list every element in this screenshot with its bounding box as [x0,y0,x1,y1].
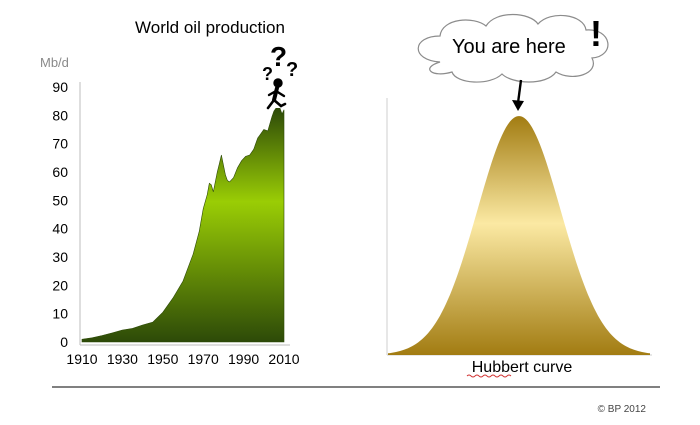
you-are-here-text: You are here [452,36,566,58]
y-axis-unit-label: Mb/d [40,55,69,70]
oil-production-chart: World oil production Mb/d 0 10 20 30 40 50 60 7… [40,18,300,367]
y-tick-label-20: 20 [52,277,68,293]
x-tick-label-1910: 1910 [66,351,97,367]
question-marks-icon: ? ? ? [262,41,298,84]
exclamation-mark: ! [590,13,602,54]
hubbert-bell-area [388,116,650,355]
x-tick-label-2010: 2010 [268,351,299,367]
y-tick-label-90: 90 [52,79,68,95]
question-mark-medium: ? [286,59,298,81]
y-tick-label-50: 50 [52,192,68,208]
hubbert-title: Hubbert curve [472,359,573,376]
cloud-callout-icon: You are here ! [417,13,609,83]
cloud-shape [417,14,609,83]
arrow-shaft [516,79,523,104]
hubbert-chart: You are here ! Hubbert curve [386,13,652,378]
y-tick-label-60: 60 [52,164,68,180]
y-tick-label-30: 30 [52,249,68,265]
copyright-text: © BP 2012 [598,404,647,415]
y-tick-label-40: 40 [52,221,68,237]
oil-x-tick-labels: 1910 1930 1950 1970 1990 2010 [66,351,299,367]
arrow-head [512,100,524,111]
x-tick-label-1930: 1930 [107,351,138,367]
figure-leg-front [272,98,283,108]
figure-torso [272,86,279,102]
x-tick-label-1950: 1950 [147,351,178,367]
x-tick-label-1970: 1970 [188,351,219,367]
figure-leg-back [266,98,276,110]
figure-arm-back [267,89,278,97]
walking-figure-icon [266,78,287,110]
arrow-down-icon [512,79,524,111]
oil-production-area [81,108,285,343]
figure-foot-front [279,102,287,108]
figure-head [273,78,283,88]
y-tick-label-80: 80 [52,107,68,123]
y-tick-label-70: 70 [52,136,68,152]
spellcheck-underline [466,374,512,378]
oil-y-tick-labels: 0 10 20 30 40 50 60 70 80 90 [52,79,68,350]
x-tick-label-1990: 1990 [228,351,259,367]
oil-chart-title: World oil production [135,18,285,37]
question-mark-small: ? [262,64,273,84]
y-tick-label-10: 10 [52,306,68,322]
y-tick-label-0: 0 [60,334,68,350]
figure-arm-front [274,89,286,98]
question-mark-large: ? [270,41,287,72]
